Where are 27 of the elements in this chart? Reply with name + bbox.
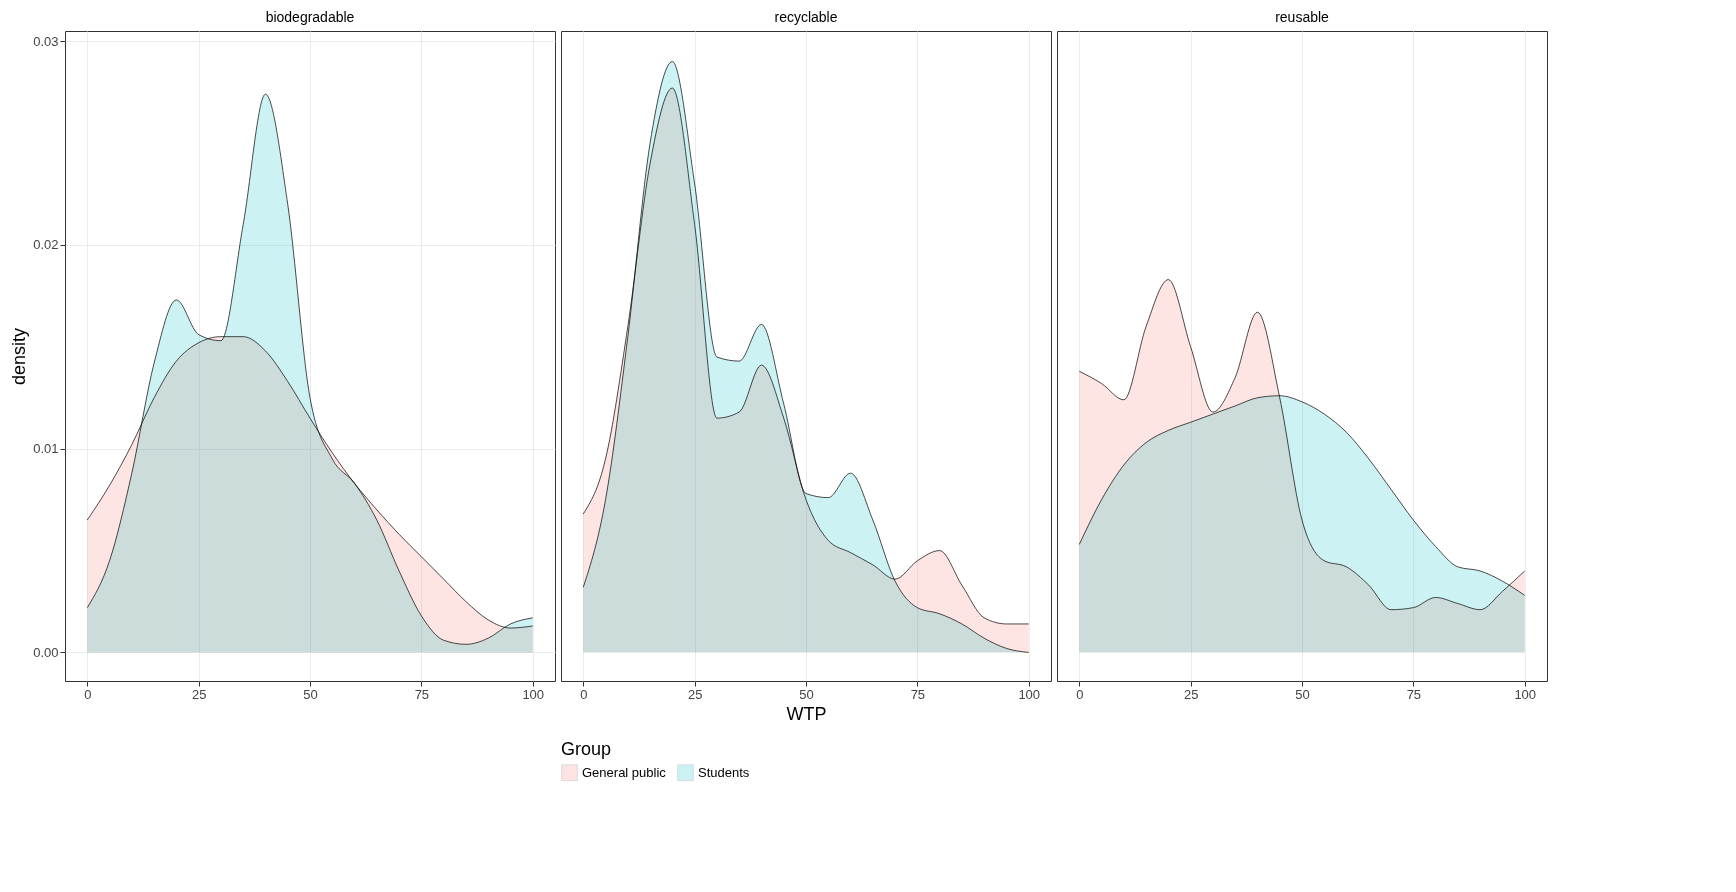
chart-title: recyclable [774,9,838,25]
y-axis-title: density [9,327,30,386]
x-tick-label: 100 [1018,686,1041,702]
y-tick-label: 0.02 [33,237,59,253]
chart-title: biodegradable [265,9,355,25]
x-tick-label: 0 [84,686,92,702]
x-tick-label: 75 [1406,686,1422,702]
x-tick-label: 75 [910,686,926,702]
y-tick-label: 0.00 [33,644,59,660]
x-tick-label: 50 [303,686,318,702]
y-tick-label: 0.01 [33,441,59,457]
legend-title: Group [561,739,612,759]
x-tick-label: 100 [1514,686,1537,702]
x-tick-label: 100 [522,686,545,702]
legend-label: General public [582,764,667,780]
x-tick-label: 50 [1295,686,1310,702]
x-tick-label: 0 [580,686,588,702]
x-tick-label: 50 [799,686,814,702]
x-tick-label: 0 [1076,686,1084,702]
legend-label: Students [698,764,750,780]
x-axis-title: WTP [786,703,827,724]
x-tick-label: 25 [1183,686,1199,702]
chart-title: reusable [1275,9,1330,25]
y-tick-label: 0.03 [33,33,59,49]
x-tick-label: 25 [687,686,703,702]
x-tick-label: 25 [191,686,207,702]
x-tick-label: 75 [414,686,430,702]
